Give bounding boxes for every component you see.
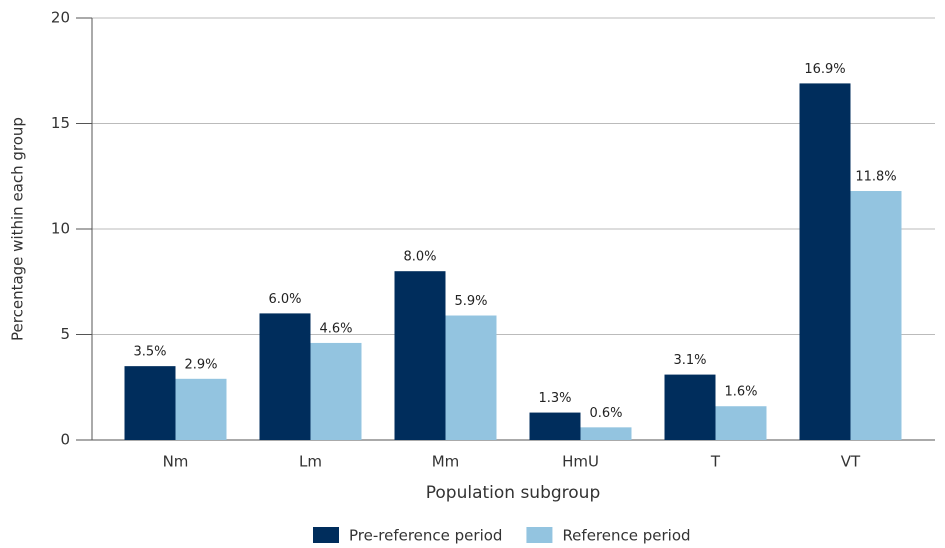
value-label: 3.1%	[673, 353, 706, 368]
bar	[175, 378, 227, 440]
x-tick-label: Nm	[163, 453, 189, 471]
value-label: 4.6%	[319, 321, 352, 336]
bar	[664, 374, 716, 440]
bar	[124, 366, 176, 440]
y-tick-label: 5	[60, 325, 70, 343]
bar	[529, 412, 581, 440]
legend-swatch	[526, 527, 553, 543]
value-label: 5.9%	[454, 294, 487, 309]
value-label: 6.0%	[268, 292, 301, 307]
y-tick-label: 0	[60, 431, 70, 449]
legend-label: Pre-reference period	[349, 527, 502, 545]
value-label: 11.8%	[855, 170, 896, 185]
y-tick-label: 20	[51, 9, 70, 27]
value-label: 8.0%	[403, 250, 436, 265]
y-tick-label: 15	[51, 114, 70, 132]
x-tick-label: Mm	[432, 453, 460, 471]
x-tick-label: HmU	[562, 453, 599, 471]
bar	[799, 83, 851, 440]
value-label: 1.6%	[724, 385, 757, 400]
bar	[259, 313, 311, 440]
bar	[850, 191, 902, 440]
legend-swatch	[313, 527, 339, 543]
value-label: 2.9%	[184, 357, 217, 372]
bar	[310, 342, 362, 440]
y-tick-label: 10	[51, 220, 70, 238]
x-tick-label: T	[710, 453, 721, 471]
value-label: 3.5%	[133, 345, 166, 360]
bar	[445, 315, 497, 440]
value-label: 16.9%	[804, 62, 845, 77]
x-tick-label: Lm	[299, 453, 322, 471]
value-label: 1.3%	[538, 391, 571, 406]
value-label: 0.6%	[589, 406, 622, 421]
x-tick-label: VT	[841, 453, 861, 471]
x-axis-label: Population subgroup	[426, 483, 601, 503]
bar	[394, 271, 446, 440]
y-axis-label: Percentage within each group	[9, 117, 27, 341]
legend-label: Reference period	[562, 527, 690, 545]
bar	[715, 406, 767, 440]
bar	[580, 427, 632, 440]
